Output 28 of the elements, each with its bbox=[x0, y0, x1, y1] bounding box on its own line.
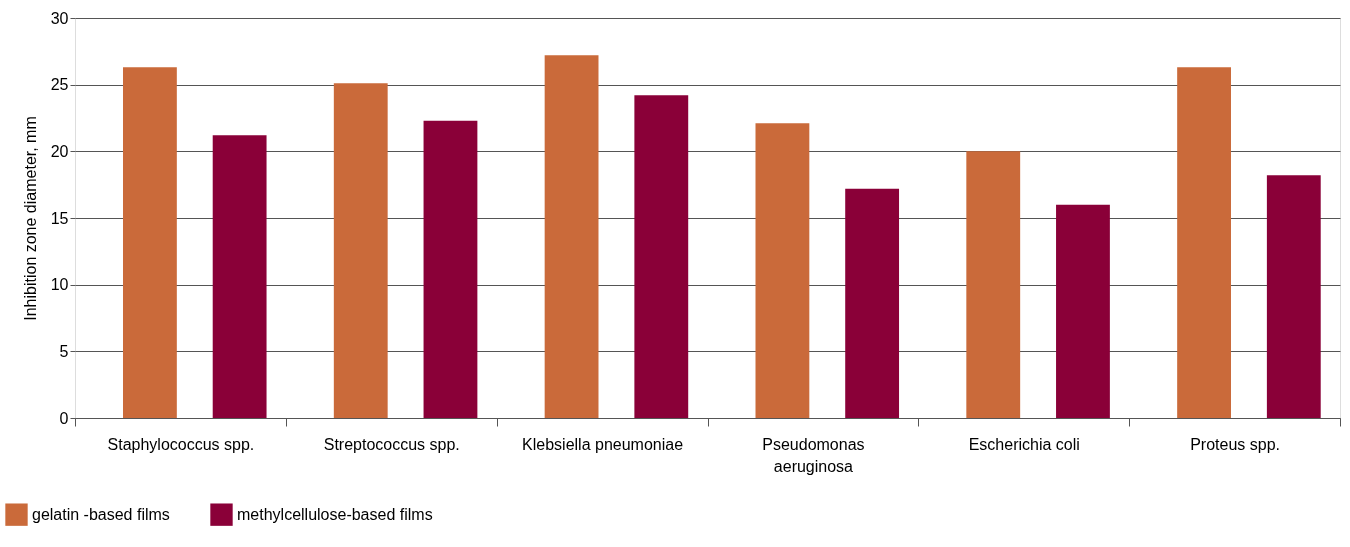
y-tick-label: 5 bbox=[59, 342, 69, 360]
bar bbox=[1177, 67, 1231, 418]
legend-label: gelatin -based films bbox=[32, 505, 170, 523]
bar bbox=[845, 188, 900, 418]
y-tick-label: 10 bbox=[50, 276, 69, 294]
y-tick-label: 30 bbox=[50, 9, 69, 27]
bar bbox=[423, 120, 478, 418]
bar bbox=[544, 55, 599, 418]
bar bbox=[1056, 204, 1110, 418]
bar bbox=[966, 151, 1021, 418]
y-tick-label: 25 bbox=[50, 76, 69, 94]
y-tick-label: 20 bbox=[50, 142, 69, 160]
y-tick-label: 15 bbox=[50, 209, 69, 227]
bar bbox=[755, 123, 810, 418]
bar bbox=[212, 135, 267, 418]
x-tick-label: Streptococcus spp. bbox=[323, 435, 460, 453]
x-tick-label: Pseudomonas aeruginosa bbox=[762, 435, 865, 475]
legend-label: methylcellulose-based films bbox=[237, 505, 433, 523]
x-tick-label: Staphylococcus spp. bbox=[107, 435, 255, 453]
x-tick-label: Klebsiella pneumoniae bbox=[522, 435, 684, 453]
y-tick-label: 0 bbox=[59, 409, 69, 427]
bar bbox=[1266, 175, 1321, 418]
bar bbox=[123, 67, 177, 418]
x-tick-label: Escherichia coli bbox=[968, 435, 1080, 453]
bar bbox=[634, 95, 689, 418]
x-tick-label: Proteus spp. bbox=[1190, 435, 1280, 453]
bar bbox=[333, 83, 388, 418]
y-axis-title: Inhibition zone diameter, mm bbox=[21, 116, 39, 321]
